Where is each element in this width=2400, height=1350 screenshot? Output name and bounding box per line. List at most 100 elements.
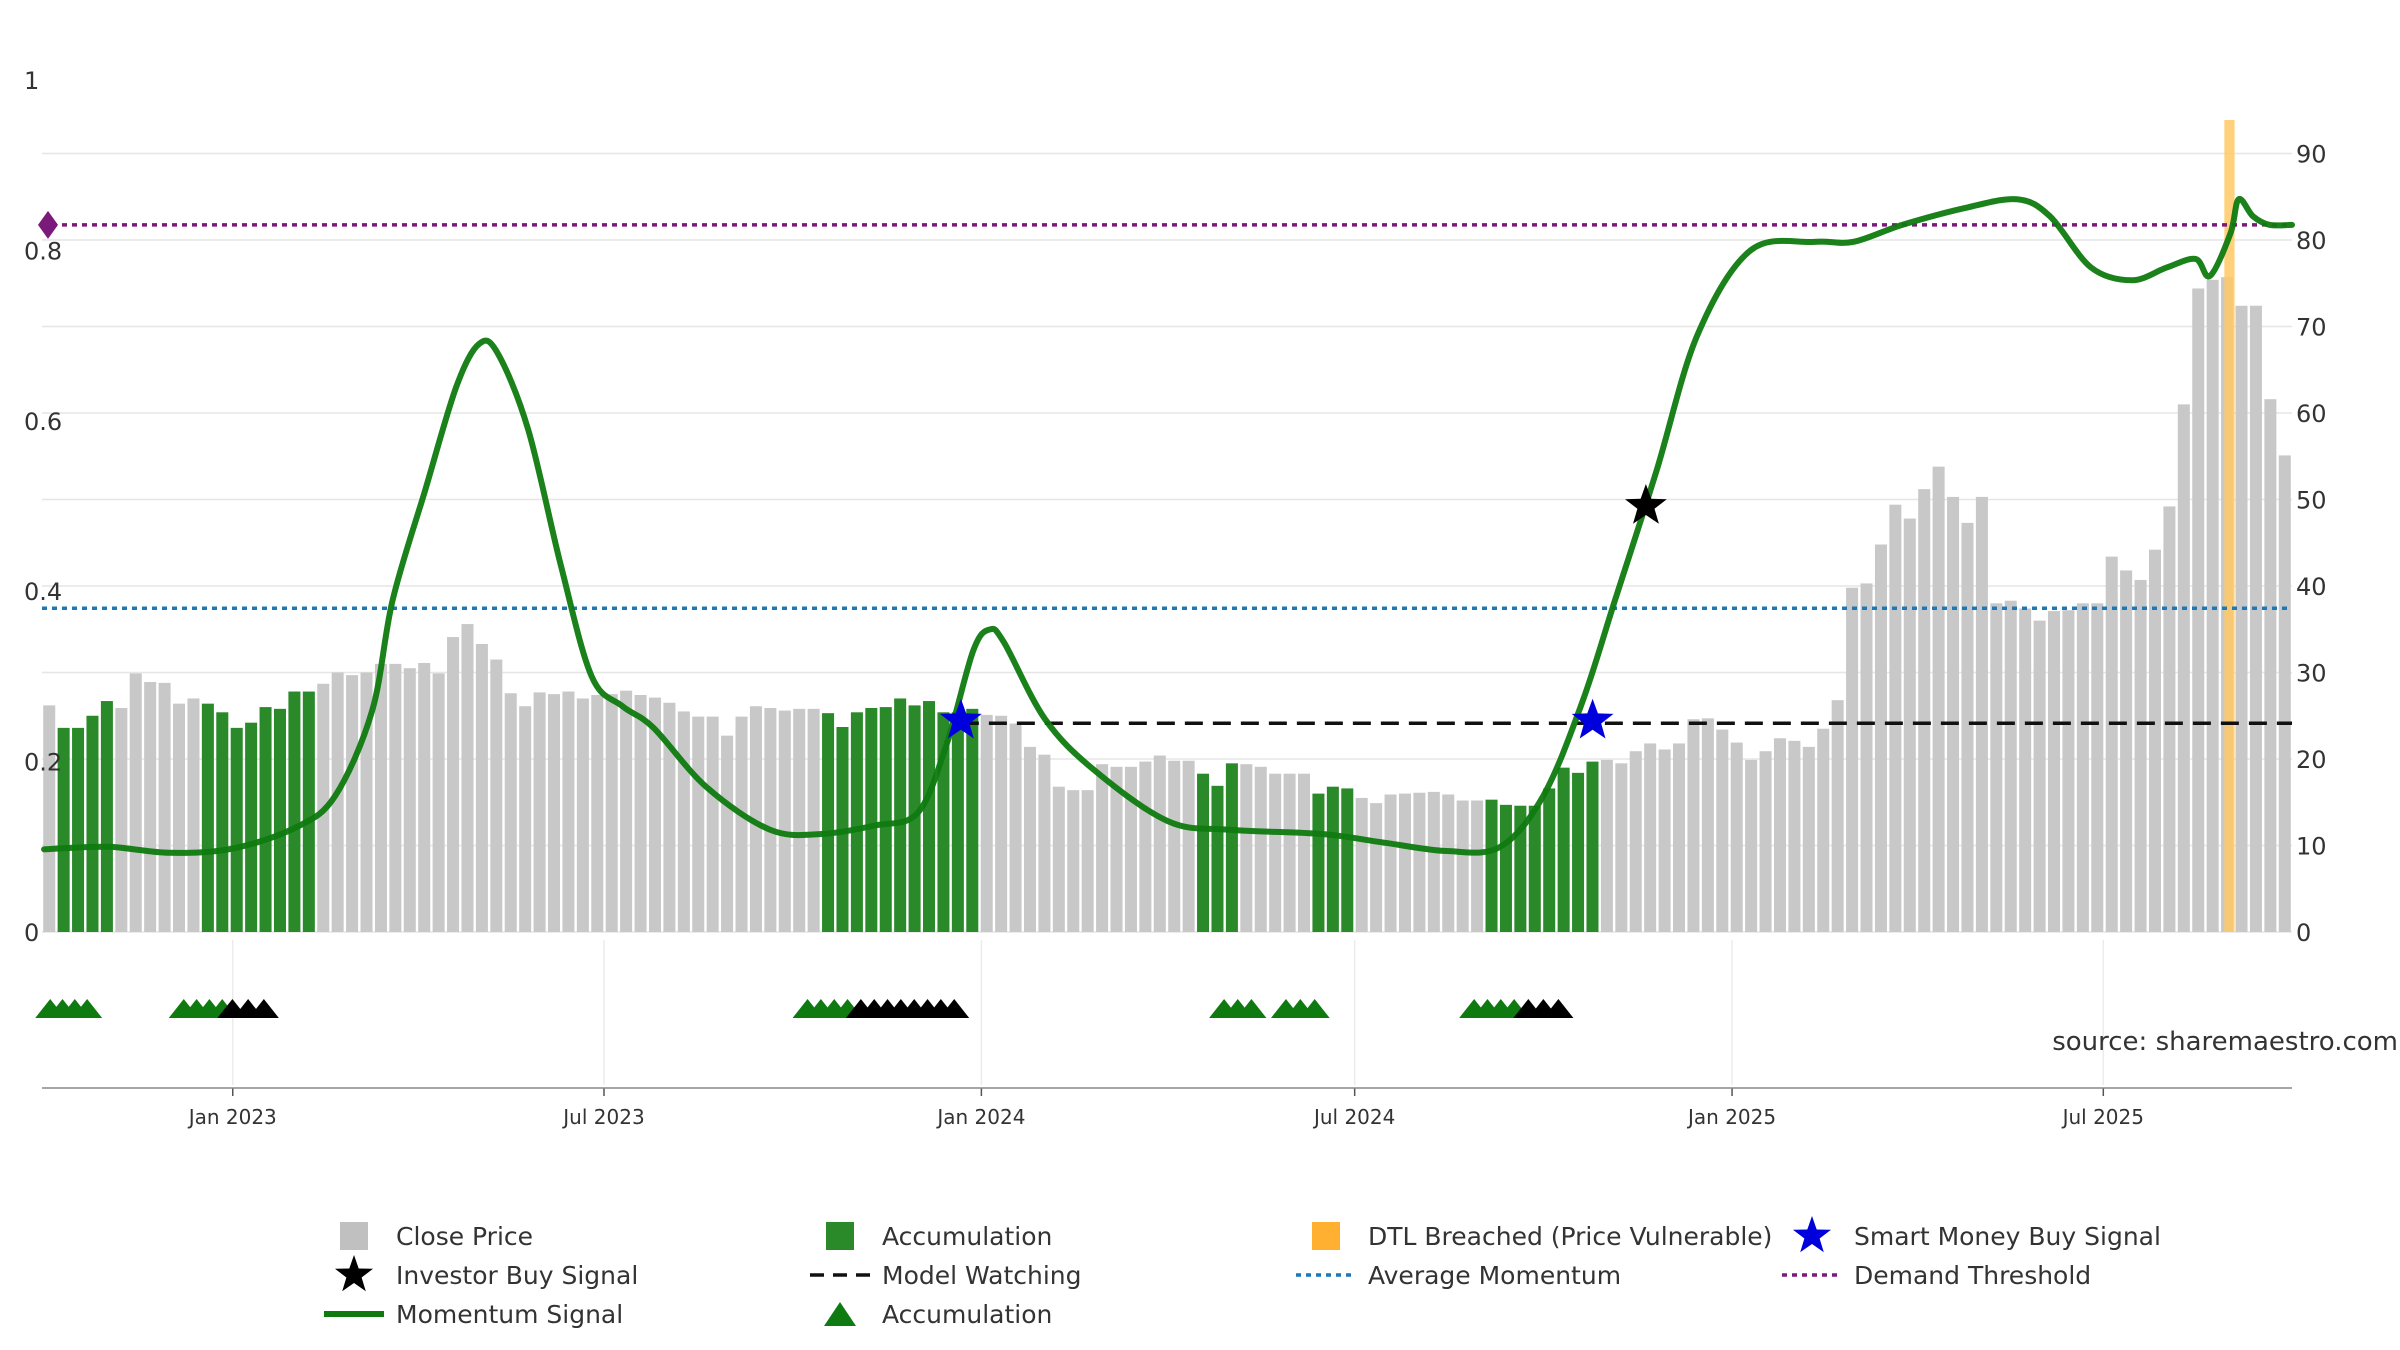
- legend-label: Average Momentum: [1368, 1261, 1621, 1290]
- close-price-bar: [1456, 800, 1469, 932]
- close-price-bar: [749, 706, 762, 932]
- close-price-bar: [1442, 794, 1455, 932]
- close-price-bar: [1687, 719, 1700, 932]
- close-price-bar: [1081, 790, 1094, 932]
- close-price-bar: [1658, 749, 1671, 932]
- close-price-bar: [1009, 723, 1022, 932]
- legend-swatch-square: [1312, 1222, 1340, 1250]
- right-axis-tick-label: 90: [2296, 141, 2327, 169]
- close-price-bar: [1615, 763, 1628, 932]
- close-price-bar: [2004, 600, 2017, 932]
- accumulation-triangle-black: [939, 999, 970, 1018]
- legend-label: Smart Money Buy Signal: [1854, 1222, 2161, 1251]
- accumulation-bar: [850, 712, 863, 932]
- close-price-bar: [1947, 496, 1960, 932]
- close-price-bar: [2249, 305, 2262, 932]
- close-price-bar: [1384, 794, 1397, 932]
- demand-threshold-marker: [38, 210, 58, 239]
- close-price-bar: [1413, 792, 1426, 932]
- close-price-bar: [2076, 603, 2089, 932]
- right-axis-tick-label: 30: [2296, 660, 2327, 688]
- close-price-bar: [1716, 729, 1729, 932]
- close-price-bar: [1240, 764, 1253, 932]
- close-price-bar: [115, 707, 128, 932]
- close-price-bar: [1932, 466, 1945, 932]
- legend-swatch-square: [340, 1222, 368, 1250]
- accumulation-bar: [865, 707, 878, 932]
- close-price-bar: [2048, 611, 2061, 932]
- axes: 0 10 20 30 40 50 60 70 80 90 0 0.2 0.4 0.6 0.8 1 Jan 202…: [24, 67, 2327, 1129]
- legend-label: Demand Threshold: [1854, 1261, 2091, 1290]
- close-price-bar: [2019, 608, 2032, 932]
- close-price-bar: [1975, 496, 1988, 932]
- signal-lines: [38, 196, 2295, 856]
- right-axis-tick-label: 0: [2296, 919, 2311, 947]
- legend-label: DTL Breached (Price Vulnerable): [1368, 1222, 1772, 1251]
- close-price-bar: [418, 662, 431, 932]
- accumulation-bar: [100, 701, 113, 932]
- accumulation-bar: [201, 703, 214, 932]
- close-price-bar: [2278, 455, 2291, 932]
- x-axis-tick-label: Jul 2024: [1312, 1105, 1395, 1129]
- close-price-bar: [475, 643, 488, 932]
- close-price-bar: [1067, 790, 1080, 932]
- accumulation-triangle-black: [1543, 999, 1574, 1018]
- accumulation-bar: [288, 691, 301, 932]
- legend-swatch-star: [1793, 1216, 1831, 1253]
- close-price-bar: [1990, 603, 2003, 932]
- accumulation-bar: [822, 713, 835, 932]
- accumulation-bar: [1197, 773, 1210, 932]
- source-label: source: sharemaestro.com: [2052, 1027, 2398, 1057]
- accumulation-bar: [1326, 786, 1339, 932]
- accumulation-bar: [245, 722, 258, 932]
- close-price-bar: [576, 698, 589, 932]
- legend: Close Price Accumulation DTL Breached (Pri…: [324, 1216, 2161, 1329]
- accumulation-bar: [951, 712, 964, 932]
- close-price-bar: [677, 711, 690, 932]
- right-axis-tick-label: 80: [2296, 227, 2327, 255]
- close-price-bar: [1644, 743, 1657, 932]
- close-price-bar: [129, 673, 142, 932]
- accumulation-bar: [1341, 788, 1354, 932]
- close-price-bar: [447, 637, 460, 932]
- accumulation-bar: [1572, 772, 1585, 932]
- close-price-bar: [2033, 620, 2046, 932]
- close-price-bar: [793, 708, 806, 932]
- legend-label: Momentum Signal: [396, 1300, 623, 1329]
- close-price-bar: [2148, 549, 2161, 932]
- legend-swatch-star: [335, 1255, 373, 1292]
- close-price-bar: [562, 691, 575, 932]
- close-price-bar: [1370, 803, 1383, 932]
- close-price-bar: [1730, 742, 1743, 932]
- close-price-bar: [1023, 746, 1036, 932]
- x-axis-tick-label: Jul 2023: [561, 1105, 644, 1129]
- accumulation-triangle-black: [248, 999, 279, 1018]
- dtl-breached-band: [2224, 120, 2235, 932]
- left-axis-tick-label: 0.2: [24, 749, 62, 777]
- accumulation-bar: [1211, 785, 1224, 932]
- close-price-bar: [187, 698, 200, 932]
- close-price-bar: [533, 692, 546, 932]
- accumulation-bar: [302, 691, 315, 932]
- accumulation-bar: [230, 727, 243, 932]
- close-price-bar: [706, 716, 719, 932]
- accumulation-triangle-green: [1236, 999, 1267, 1018]
- close-price-bar: [1269, 773, 1282, 932]
- right-axis-tick-label: 60: [2296, 400, 2327, 428]
- close-price-bar: [43, 705, 56, 932]
- close-price-bar: [2163, 506, 2176, 932]
- close-price-bar: [778, 710, 791, 932]
- accumulation-bar: [1543, 788, 1556, 932]
- close-price-bar: [1889, 504, 1902, 932]
- close-price-bar: [1124, 766, 1137, 932]
- legend-label: Investor Buy Signal: [396, 1261, 638, 1290]
- close-price-bar: [807, 708, 820, 932]
- accumulation-triangle-green: [1299, 999, 1330, 1018]
- close-price-bar: [721, 735, 734, 932]
- close-price-bar: [2235, 305, 2248, 932]
- close-price-bar: [620, 690, 633, 932]
- close-price-bar: [1355, 797, 1368, 932]
- price-bars: [43, 277, 2291, 933]
- accumulation-bar: [1485, 799, 1498, 932]
